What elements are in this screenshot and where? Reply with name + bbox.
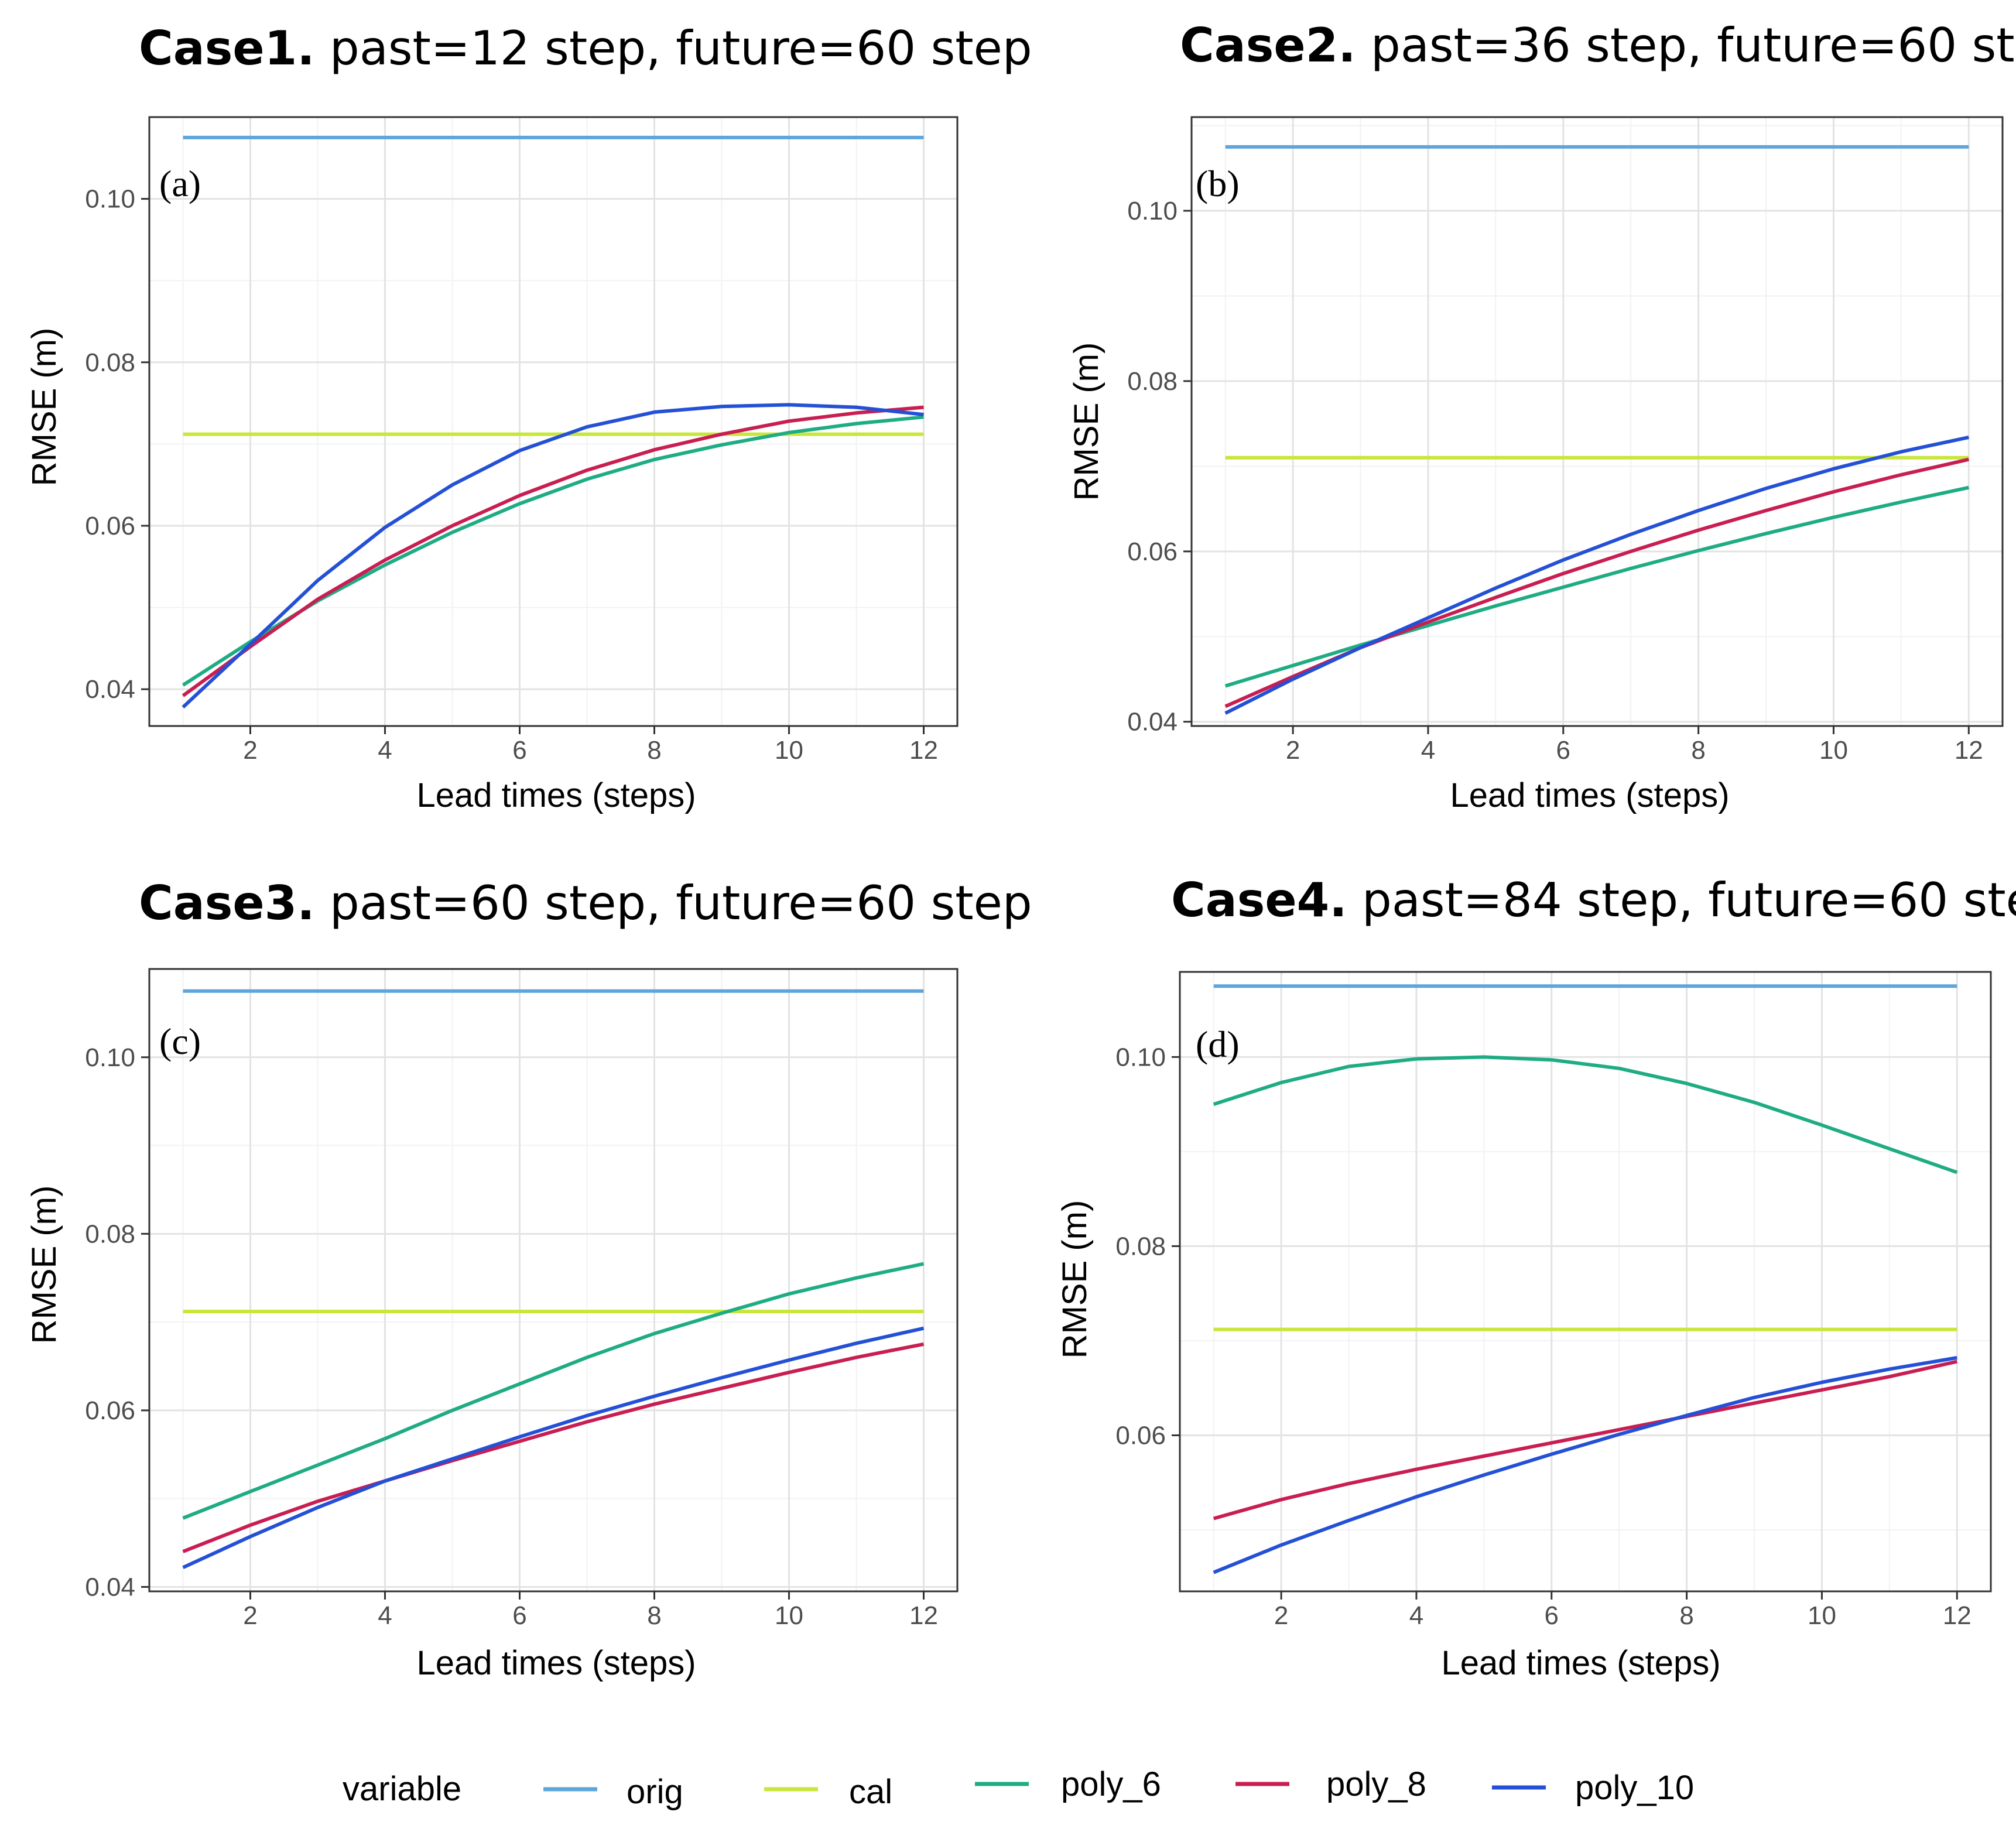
- legend-label-cal: cal: [849, 1773, 892, 1811]
- series-line-poly_10: [182, 403, 924, 709]
- series-line-poly_10: [1213, 1356, 1957, 1574]
- panel-border: [1190, 116, 2004, 727]
- x-tick-label: 12: [1955, 736, 1983, 765]
- panel-case3: Case3. past=60 step, future=60 step 2 4 6 8…: [25, 876, 1032, 1682]
- x-tick-label: 8: [647, 736, 661, 765]
- x-tick-label: 2: [1274, 1601, 1288, 1630]
- panel-title-bold: Case2.: [1180, 18, 1356, 73]
- x-tick-label: 4: [1409, 1601, 1423, 1630]
- plot-area: 2 4 6 8 10 12 0.04 0.06 0.08 0.10: [1127, 116, 2004, 765]
- x-tick-label: 12: [1943, 1601, 1971, 1630]
- x-tick-label: 12: [909, 1601, 938, 1630]
- panel-letter: (d): [1196, 1023, 1240, 1065]
- panel-letter: (a): [159, 163, 201, 204]
- panel-title-bold: Case3.: [139, 876, 315, 930]
- panel-letter: (c): [159, 1020, 201, 1062]
- y-axis-title: RMSE (m): [25, 1186, 63, 1344]
- legend-title: variable: [343, 1770, 461, 1808]
- panel-title-rest: past=36 step, future=60 step: [1356, 18, 2016, 73]
- x-tick-label: 10: [775, 736, 803, 765]
- y-tick-label: 0.04: [1127, 708, 1178, 737]
- y-tick-label: 0.04: [85, 1573, 135, 1601]
- y-tick-label: 0.06: [1115, 1421, 1166, 1450]
- x-axis-title: Lead times (steps): [1441, 1644, 1720, 1682]
- panel-title-bold: Case1.: [139, 21, 315, 76]
- y-tick-label: 0.08: [1127, 367, 1178, 396]
- x-tick-label: 2: [243, 1601, 257, 1630]
- plot-area: 2 4 6 8 10 12 0.04 0.06 0.08 0.10: [85, 116, 959, 765]
- y-tick-label: 0.06: [85, 1396, 135, 1425]
- panel-border: [148, 116, 959, 727]
- x-tick-label: 6: [512, 736, 526, 765]
- y-tick-label: 0.04: [85, 675, 135, 704]
- panel-case2: Case2. past=36 step, future=60 step 2 4 6 8…: [1067, 18, 2016, 814]
- series-line-poly_6: [1224, 485, 1969, 688]
- x-tick-label: 6: [1556, 736, 1570, 765]
- series-line-poly_8: [182, 1342, 925, 1553]
- x-tick-label: 4: [1421, 736, 1435, 765]
- panel-title: Case1. past=12 step, future=60 step: [139, 21, 1032, 76]
- panel-case4: Case4. past=84 step, future=60 step 2 4 6 8…: [1056, 873, 2016, 1682]
- y-tick-label: 0.06: [1127, 537, 1178, 566]
- plot-background: [1192, 117, 2003, 726]
- x-axis-title: Lead times (steps): [416, 776, 696, 814]
- panel-title-bold: Case4.: [1171, 873, 1347, 927]
- x-tick-label: 2: [243, 736, 257, 765]
- series-line-poly_8: [182, 405, 924, 697]
- x-tick-label: 12: [909, 736, 938, 765]
- y-tick-label: 0.10: [85, 185, 135, 214]
- series-line-poly_10: [182, 1326, 925, 1570]
- panel-border: [148, 968, 959, 1593]
- y-tick-label: 0.08: [85, 348, 135, 377]
- panel-title-rest: past=12 step, future=60 step: [315, 21, 1032, 76]
- y-axis-title: RMSE (m): [1067, 343, 1105, 501]
- y-axis-title: RMSE (m): [25, 328, 63, 487]
- legend-label-poly_10: poly_10: [1575, 1769, 1694, 1807]
- series-line-poly_6: [182, 1262, 925, 1520]
- x-tick-label: 8: [1679, 1601, 1693, 1630]
- x-tick-label: 4: [378, 1601, 392, 1630]
- panel-title-rest: past=84 step, future=60 step: [1347, 873, 2016, 927]
- x-tick-label: 8: [647, 1601, 661, 1630]
- plot-background: [149, 969, 957, 1591]
- legend-label-orig: orig: [627, 1773, 683, 1811]
- y-tick-label: 0.10: [85, 1043, 135, 1072]
- x-axis-title: Lead times (steps): [1450, 776, 1729, 814]
- panel-title-rest: past=60 step, future=60 step: [315, 876, 1032, 930]
- x-tick-label: 6: [512, 1601, 526, 1630]
- y-tick-label: 0.10: [1127, 197, 1178, 225]
- x-tick-label: 10: [1808, 1601, 1836, 1630]
- panel-title: Case3. past=60 step, future=60 step: [139, 876, 1032, 930]
- panel-title: Case4. past=84 step, future=60 step: [1171, 873, 2016, 927]
- series-line-poly_10: [1224, 435, 1969, 715]
- y-tick-label: 0.06: [85, 512, 135, 540]
- x-tick-label: 10: [775, 1601, 803, 1630]
- y-tick-label: 0.08: [1115, 1232, 1166, 1261]
- x-tick-label: 4: [378, 736, 392, 765]
- plot-area: 2 4 6 8 10 12 0.04 0.06 0.08 0.10: [85, 968, 959, 1630]
- series-line-poly_6: [1213, 1055, 1958, 1174]
- plot-background: [149, 117, 957, 726]
- panel-border: [1179, 971, 1992, 1593]
- legend-label-poly_6: poly_6: [1061, 1765, 1161, 1803]
- y-axis-title: RMSE (m): [1056, 1200, 1094, 1359]
- panel-letter: (b): [1196, 163, 1240, 204]
- panel-title: Case2. past=36 step, future=60 step: [1180, 18, 2016, 73]
- plot-area: 2 4 6 8 10 12 0.06 0.08 0.10: [1115, 971, 1992, 1630]
- panel-case1: Case1. past=12 step, future=60 step 2 4 6 8…: [25, 21, 1032, 814]
- series-line-poly_8: [1213, 1359, 1957, 1520]
- legend-label-poly_8: poly_8: [1326, 1765, 1426, 1803]
- x-tick-label: 6: [1545, 1601, 1559, 1630]
- x-tick-label: 2: [1286, 736, 1300, 765]
- legend: variable orig cal poly_6 poly_8 poly_10: [343, 1765, 1694, 1811]
- x-axis-title: Lead times (steps): [416, 1644, 696, 1682]
- y-tick-label: 0.08: [85, 1220, 135, 1248]
- y-tick-label: 0.10: [1115, 1043, 1166, 1071]
- x-tick-label: 10: [1819, 736, 1848, 765]
- x-tick-label: 8: [1691, 736, 1705, 765]
